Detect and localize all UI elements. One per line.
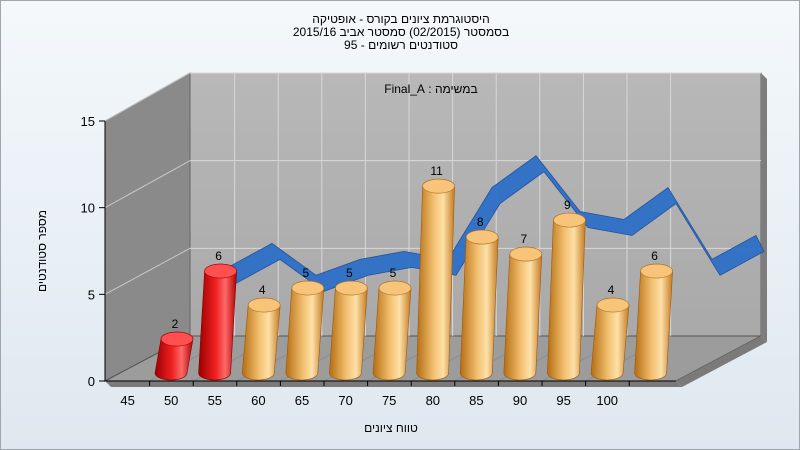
bar-value-label-85-90: 7 — [520, 232, 527, 246]
bar-body-85-90 — [503, 246, 543, 381]
bar-value-label-45-50: 2 — [172, 317, 179, 331]
x-tick-label-80: 80 — [426, 393, 440, 408]
bar-body-65-70 — [329, 280, 368, 381]
x-tick-label-85: 85 — [469, 393, 483, 408]
x-tick-label-95: 95 — [556, 393, 570, 408]
bar-45-50: 2 — [154, 317, 194, 381]
x-tick-label-70: 70 — [338, 393, 352, 408]
bar-body-90-95 — [547, 212, 586, 381]
ribbon-series-band — [227, 155, 765, 292]
bar-value-label-60-65: 5 — [302, 266, 309, 280]
x-tick-label-45: 45 — [120, 393, 134, 408]
x-tick-label-60: 60 — [251, 393, 265, 408]
chart-title-line-3: סטודנטים רשומים - 95 — [344, 38, 458, 52]
gridline-left-15 — [104, 72, 191, 122]
x-axis-label: טווח ציונים — [364, 421, 418, 435]
y-axis-label: מספר סטודנטים — [35, 210, 49, 292]
bar-90-95: 9 — [547, 198, 586, 381]
bar-value-label-80-85: 8 — [477, 215, 484, 229]
bar-50-55: 6 — [198, 249, 237, 381]
gridline-left-10 — [104, 160, 191, 209]
bar-65-70: 5 — [329, 266, 368, 381]
bar-top-70-75 — [378, 280, 412, 296]
bar-top-90-95 — [553, 212, 586, 228]
x-tick-label-100: 100 — [596, 393, 618, 408]
bar-80-85: 8 — [459, 215, 499, 381]
bar-value-label-65-70: 5 — [346, 266, 353, 280]
gridline-left-5 — [104, 247, 191, 295]
y-tick-label-0: 0 — [88, 374, 95, 389]
bar-top-85-90 — [509, 246, 543, 262]
bar-top-60-65 — [291, 280, 325, 296]
bar-value-label-90-95: 9 — [564, 198, 571, 212]
floor-edge-front — [105, 381, 682, 387]
bar-value-label-55-60: 4 — [259, 283, 266, 297]
bar-top-55-60 — [247, 297, 281, 313]
x-tick-label-55: 55 — [208, 393, 222, 408]
bar-value-label-100: 6 — [651, 249, 658, 263]
bar-body-50-55 — [198, 263, 237, 381]
x-tick-label-75: 75 — [382, 393, 396, 408]
bar-body-70-75 — [372, 280, 412, 381]
x-tick-label-90: 90 — [513, 393, 527, 408]
bar-top-45-50 — [160, 331, 194, 347]
bar-top-80-85 — [465, 229, 499, 245]
bar-top-95-100 — [596, 297, 630, 313]
bar-top-50-55 — [204, 263, 237, 279]
bar-95-100: 4 — [590, 283, 630, 381]
back-wall-side — [761, 73, 767, 342]
bar-body-60-65 — [285, 280, 325, 381]
y-tick-label-15: 15 — [81, 114, 95, 129]
x-tick-label-65: 65 — [295, 393, 309, 408]
bar-60-65: 5 — [285, 266, 325, 381]
floor-edge-right — [676, 336, 767, 387]
bar-75-80: 11 — [416, 164, 455, 381]
bar-body-100 — [634, 263, 673, 381]
y-tick-label-5: 5 — [88, 287, 95, 302]
bar-value-label-95-100: 4 — [608, 283, 615, 297]
bar-top-65-70 — [335, 280, 368, 296]
chart-title-line-1: היסטוגרמת ציונים בקורס - אופטיקה — [312, 12, 490, 26]
chart-title-line-2: בסמסטר (02/2015) סמסטר אביב 2015/16 — [292, 25, 510, 39]
x-tick-label-50: 50 — [164, 393, 178, 408]
ribbon-series — [227, 155, 765, 292]
bar-85-90: 7 — [503, 232, 543, 381]
bar-value-label-50-55: 6 — [215, 249, 222, 263]
bar-body-80-85 — [459, 229, 499, 381]
bars-group: 2 6 4 5 5 5 11 8 7 9 4 6 — [154, 164, 673, 381]
bar-value-label-75-80: 11 — [430, 164, 443, 178]
bar-70-75: 5 — [372, 266, 412, 381]
bar-top-75-80 — [422, 178, 455, 194]
annotation-label: במשימה : Final_A — [384, 82, 477, 96]
bar-100: 6 — [634, 249, 673, 381]
bar-top-100 — [640, 263, 673, 279]
bar-value-label-70-75: 5 — [390, 266, 397, 280]
bar-body-75-80 — [416, 178, 455, 381]
y-tick-label-10: 10 — [81, 201, 95, 216]
bar-55-60: 4 — [241, 283, 281, 381]
